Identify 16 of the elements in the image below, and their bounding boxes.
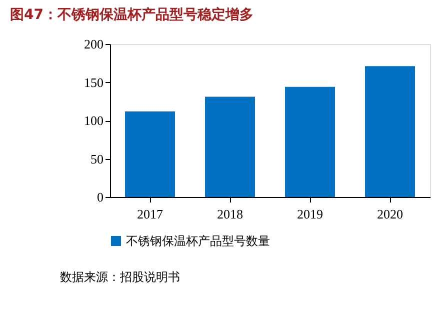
bar — [365, 66, 415, 197]
bar — [285, 86, 335, 197]
x-tick-label: 2017 — [137, 206, 164, 222]
x-tick-label: 2019 — [297, 206, 323, 222]
chart-title: 图47：不锈钢保温杯产品型号稳定增多 — [10, 6, 254, 23]
y-tick-label: 150 — [84, 74, 104, 90]
source-note: 数据来源：招股说明书 — [60, 270, 180, 284]
bar — [125, 111, 175, 197]
legend-label: 不锈钢保温杯产品型号数量 — [126, 234, 270, 248]
y-tick-label: 50 — [90, 151, 104, 166]
bar — [205, 96, 255, 197]
x-tick-label: 2018 — [217, 206, 243, 222]
y-tick-label: 0 — [97, 190, 104, 204]
x-tick-label: 2020 — [377, 206, 403, 222]
y-tick-label: 100 — [84, 113, 104, 128]
y-tick-label: 200 — [84, 36, 104, 52]
